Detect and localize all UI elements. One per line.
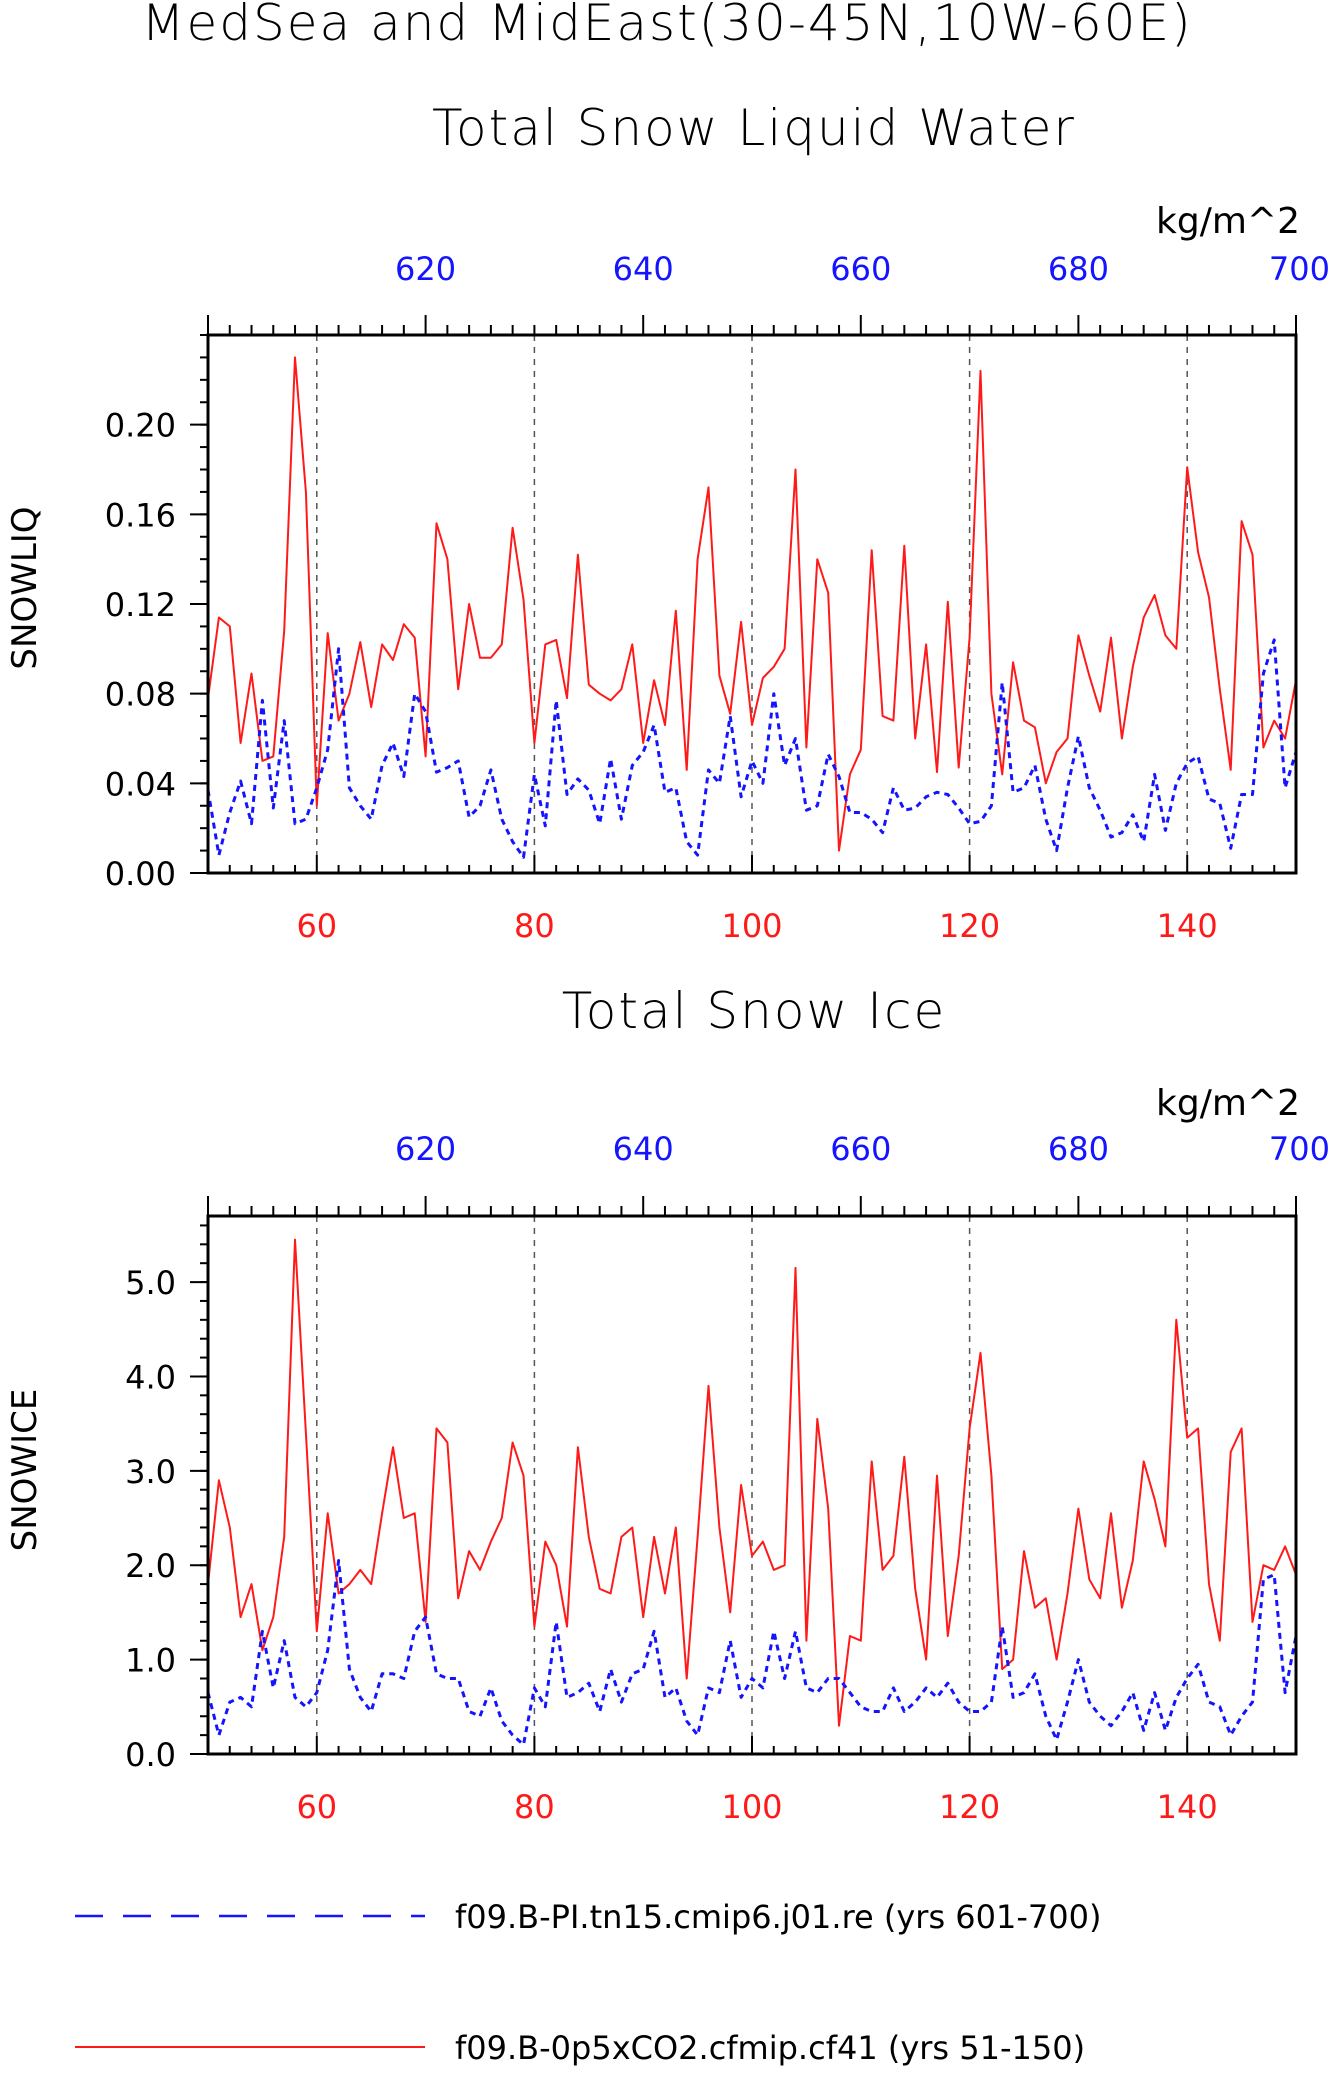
x-top-tick-label: 620 [395, 250, 456, 288]
y-tick-label: 1.0 [125, 1642, 176, 1680]
y-tick-label: 4.0 [125, 1358, 176, 1396]
units-label: kg/m^2 [1156, 201, 1300, 242]
x-bottom-tick-label: 120 [939, 907, 1000, 945]
y-tick-label: 0.04 [105, 765, 176, 803]
series-line-half-co2 [207, 1238, 1297, 1727]
x-top-tick-label: 680 [1048, 250, 1109, 288]
x-top-tick-label: 660 [830, 250, 891, 288]
series-line-pi-control [206, 638, 1298, 859]
y-tick-label: 5.0 [125, 1264, 176, 1302]
legend-label: f09.B-0p5xCO2.cfmip.cf41 (yrs 51-150) [455, 2029, 1085, 2067]
panel-snowliq: Total Snow Liquid Water kg/m^2 SNOWLIQ 0… [5, 99, 1330, 945]
y-axis-label: SNOWLIQ [5, 506, 45, 669]
plot-frame [206, 1214, 1298, 1756]
grid-lines [316, 335, 1188, 873]
tick-labels: 0.00 0.04 0.08 0.12 0.16 0.20 60 80 100 120 140 620… [105, 250, 1330, 945]
x-top-tick-label: 640 [613, 250, 674, 288]
x-bottom-tick-label: 80 [514, 1788, 555, 1826]
y-tick-label: 3.0 [125, 1453, 176, 1491]
grid-lines [316, 1216, 1188, 1754]
units-label: kg/m^2 [1156, 1083, 1300, 1124]
x-bottom-tick-label: 60 [296, 1788, 337, 1826]
plot-frame [206, 333, 1298, 875]
x-bottom-tick-label: 140 [1157, 1788, 1218, 1826]
x-top-tick-label: 700 [1269, 1130, 1330, 1168]
x-top-tick-label: 640 [613, 1130, 674, 1168]
panel-title: Total Snow Liquid Water [432, 99, 1076, 157]
x-bottom-tick-label: 60 [296, 907, 337, 945]
panel-snowice: Total Snow Ice kg/m^2 SNOWICE 0.0 1.0 2.0 3… [5, 982, 1330, 1826]
series-lines [206, 356, 1298, 859]
series-line-half-co2 [207, 356, 1297, 852]
series-line-pi-control [206, 1559, 1298, 1747]
x-top-tick-label: 660 [830, 1130, 891, 1168]
x-bottom-tick-label: 120 [939, 1788, 1000, 1826]
series-lines [206, 1238, 1298, 1747]
x-bottom-tick-label: 80 [514, 907, 555, 945]
tick-labels: 0.0 1.0 2.0 3.0 4.0 5.0 60 80 100 120 140 620 640 660… [125, 1130, 1330, 1826]
y-tick-label: 0.08 [105, 676, 176, 714]
y-tick-label: 0.12 [105, 586, 176, 624]
y-tick-label: 2.0 [125, 1547, 176, 1585]
figure-title: MedSea and MidEast(30-45N,10W-60E) [141, 0, 1192, 52]
x-top-tick-label: 680 [1048, 1130, 1109, 1168]
x-top-tick-label: 620 [395, 1130, 456, 1168]
axis-ticks [190, 1196, 1297, 1755]
y-tick-label: 0.0 [125, 1736, 176, 1774]
x-bottom-tick-label: 100 [721, 907, 782, 945]
x-bottom-tick-label: 100 [721, 1788, 782, 1826]
legend: f09.B-PI.tn15.cmip6.j01.re (yrs 601-700)… [75, 1898, 1101, 2067]
y-axis-label: SNOWICE [5, 1389, 45, 1552]
y-tick-label: 0.20 [105, 407, 176, 445]
y-tick-label: 0.16 [105, 496, 176, 534]
panel-title: Total Snow Ice [562, 982, 946, 1040]
x-top-tick-label: 700 [1269, 250, 1330, 288]
x-bottom-tick-label: 140 [1157, 907, 1218, 945]
y-tick-label: 0.00 [105, 855, 176, 893]
legend-label: f09.B-PI.tn15.cmip6.j01.re (yrs 601-700) [455, 1898, 1101, 1936]
